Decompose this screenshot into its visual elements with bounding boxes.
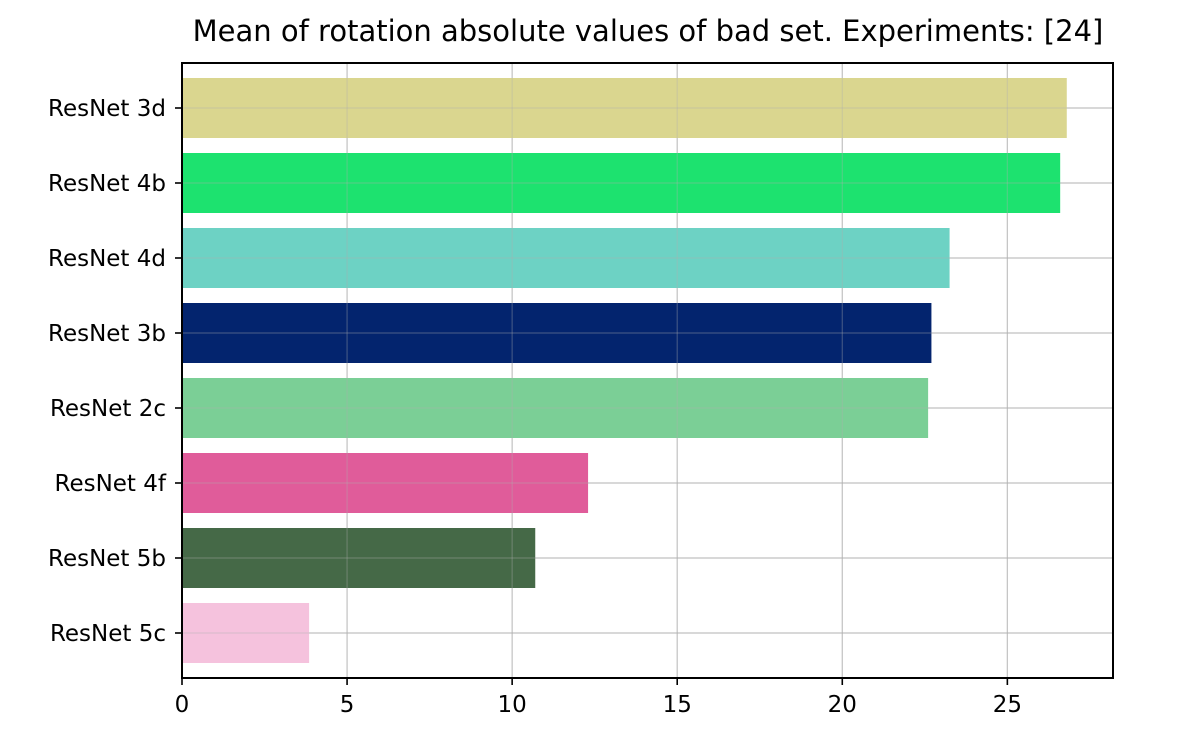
- plot-frame: [181, 62, 1114, 679]
- chart-title: Mean of rotation absolute values of bad …: [192, 14, 1104, 48]
- x-tick-label: 20: [828, 692, 857, 718]
- x-tick-label: 5: [340, 692, 355, 718]
- bar-resnet-4b: [182, 153, 1061, 213]
- x-tick-label: 10: [498, 692, 527, 718]
- y-tick-label: ResNet 3d: [48, 96, 166, 122]
- x-tick-label: 0: [175, 692, 190, 718]
- y-tick-label: ResNet 2c: [50, 396, 166, 422]
- x-tick-label: 25: [993, 692, 1022, 718]
- y-tick-label: ResNet 3b: [48, 321, 166, 347]
- y-tick-label: ResNet 4d: [48, 246, 166, 272]
- y-axis-ticks: ResNet 3d ResNet 4b ResNet 4d ResNet 3b ResN…: [48, 96, 182, 647]
- y-tick-label: ResNet 5b: [48, 546, 166, 572]
- bar-resnet-5c: [182, 603, 310, 663]
- x-tick-label: 15: [663, 692, 692, 718]
- bar-resnet-4f: [182, 453, 589, 513]
- bar-resnet-5b: [182, 528, 536, 588]
- y-tick-label: ResNet 5c: [50, 621, 166, 647]
- bar-resnet-3b: [182, 303, 932, 363]
- y-tick-label: ResNet 4b: [48, 171, 166, 197]
- bar-resnet-3d: [182, 78, 1067, 138]
- bar-resnet-2c: [182, 378, 929, 438]
- y-tick-label: ResNet 4f: [55, 471, 167, 497]
- grid-overlay: [182, 63, 1113, 678]
- bar-resnet-4d: [182, 228, 950, 288]
- bars: [182, 78, 1067, 663]
- x-axis-ticks: 0 5 10 15 20 25: [175, 678, 1022, 718]
